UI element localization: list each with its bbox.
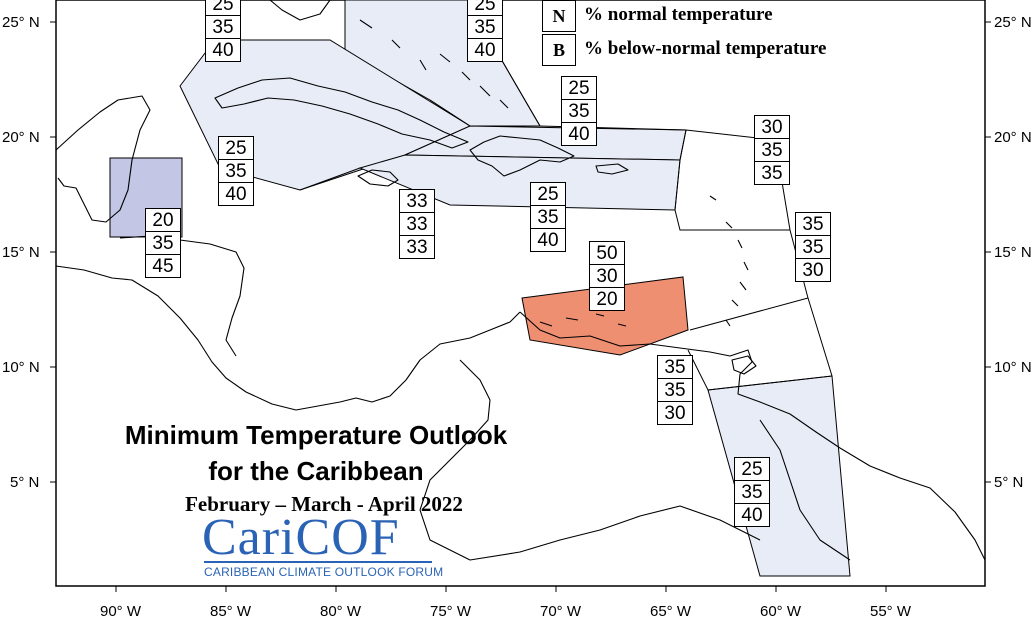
- prob-normal: 35: [657, 378, 693, 402]
- logo-subtitle: CARIBBEAN CLIMATE OUTLOOK FORUM: [204, 565, 444, 579]
- stack-abc-islands: 50 30 20: [589, 241, 625, 311]
- prob-below: 40: [467, 38, 503, 62]
- prob-above: 25: [467, 0, 503, 16]
- prob-normal: 35: [218, 159, 254, 183]
- stack-guianas: 25 35 40: [734, 457, 770, 527]
- prob-above: 25: [205, 0, 241, 16]
- prob-below: 30: [795, 258, 831, 282]
- prob-above: 25: [530, 182, 566, 206]
- prob-below: 45: [145, 254, 181, 278]
- lat-label: 25° N: [2, 14, 40, 31]
- stack-jamaica: 33 33 33: [399, 189, 435, 259]
- prob-below: 40: [218, 182, 254, 206]
- stack-windwards: 35 35 30: [795, 212, 831, 282]
- central-america-coast: [55, 265, 521, 411]
- lat-labels-left: 25° N 20° N 15° N 10° N 5° N: [2, 14, 40, 491]
- prob-normal: 35: [754, 138, 790, 162]
- bahamas-islands: [359, 19, 509, 109]
- lon-label: 85° W: [210, 603, 252, 620]
- lat-label: 5° N: [10, 474, 39, 491]
- prob-normal: 35: [205, 15, 241, 39]
- stack-hispaniola: 25 35 40: [561, 76, 597, 146]
- colombia-inland: [419, 359, 761, 561]
- hispaniola-coast: [469, 135, 575, 177]
- stack-northern-leewards: 30 35 35: [754, 115, 790, 185]
- prob-below: 20: [589, 287, 625, 311]
- prob-above: 30: [754, 115, 790, 139]
- stack-belize: 20 35 45: [145, 208, 181, 278]
- prob-above: 35: [795, 212, 831, 236]
- lon-label: 55° W: [870, 603, 912, 620]
- lat-label: 15° N: [994, 244, 1032, 261]
- map-title-line2: for the Caribbean: [208, 456, 424, 486]
- jamaica-coast: [357, 169, 399, 187]
- lon-label: 70° W: [540, 603, 582, 620]
- prob-above: 20: [145, 208, 181, 232]
- prob-normal: 35: [561, 99, 597, 123]
- lat-label: 10° N: [2, 359, 40, 376]
- prob-above: 33: [399, 189, 435, 213]
- yucatan-coast: [55, 95, 151, 223]
- lon-labels: 90° W 85° W 80° W 75° W 70° W 65° W 60° …: [100, 603, 912, 620]
- stack-cuba-cayman: 25 35 40: [218, 136, 254, 206]
- lat-label: 20° N: [2, 129, 40, 146]
- prob-normal: 35: [530, 205, 566, 229]
- legend-text-normal: % normal temperature: [584, 4, 773, 25]
- prob-normal: 35: [734, 480, 770, 504]
- lat-label: 20° N: [994, 129, 1032, 146]
- axis-ticks: [50, 21, 991, 592]
- caricof-logo: CariCOF CARIBBEAN CLIMATE OUTLOOK FORUM: [200, 509, 443, 580]
- lat-label: 5° N: [994, 474, 1023, 491]
- coastlines: [55, 0, 986, 561]
- abc-islands: [539, 313, 627, 327]
- legend-key-n: N: [542, 0, 576, 32]
- lon-label: 80° W: [320, 603, 362, 620]
- legend-key-b: B: [542, 34, 576, 66]
- prob-below: 35: [754, 161, 790, 185]
- prob-normal: 35: [145, 231, 181, 255]
- region-abc-shape: [521, 276, 689, 356]
- stack-trinidad: 35 35 30: [657, 355, 693, 425]
- prob-below: 33: [399, 235, 435, 259]
- prob-normal: 33: [399, 212, 435, 236]
- florida-coast: [269, 0, 331, 21]
- logo-rule: [204, 561, 432, 563]
- lon-label: 65° W: [650, 603, 692, 620]
- prob-below: 40: [734, 503, 770, 527]
- prob-normal: 35: [795, 235, 831, 259]
- puerto-rico-coast: [595, 163, 629, 175]
- stack-bahamas-north: 25 35 40: [205, 0, 241, 62]
- prob-above: 25: [734, 457, 770, 481]
- south-america-coast: [519, 311, 986, 561]
- prob-above: 25: [218, 136, 254, 160]
- prob-above: 50: [589, 241, 625, 265]
- cuba-coast: [214, 77, 469, 149]
- lat-labels-right: 25° N 20° N 15° N 10° N 5° N: [994, 14, 1032, 491]
- lat-label: 25° N: [994, 14, 1032, 31]
- prob-above: 35: [657, 355, 693, 379]
- logo-wordmark: CariCOF: [202, 509, 400, 566]
- prob-normal: 35: [467, 15, 503, 39]
- lon-label: 75° W: [430, 603, 472, 620]
- lon-label: 60° W: [760, 603, 802, 620]
- prob-below: 40: [205, 38, 241, 62]
- legend-text-below: % below-normal temperature: [584, 38, 827, 59]
- stack-caribbean-east: 25 35 40: [530, 182, 566, 252]
- lat-label: 10° N: [994, 359, 1032, 376]
- prob-normal: 30: [589, 264, 625, 288]
- prob-above: 25: [561, 76, 597, 100]
- trinidad-outline: [731, 355, 757, 375]
- guianas-border: [759, 419, 851, 561]
- prob-below: 40: [561, 122, 597, 146]
- prob-below: 30: [657, 401, 693, 425]
- map-title: Minimum Temperature Outlook: [124, 420, 508, 450]
- lat-label: 15° N: [2, 244, 40, 261]
- prob-below: 40: [530, 228, 566, 252]
- lesser-antilles: [709, 195, 749, 327]
- stack-bahamas-turks: 25 35 40: [467, 0, 503, 62]
- lon-label: 90° W: [100, 603, 142, 620]
- map-subtitle: February – March - April 2022: [185, 492, 463, 516]
